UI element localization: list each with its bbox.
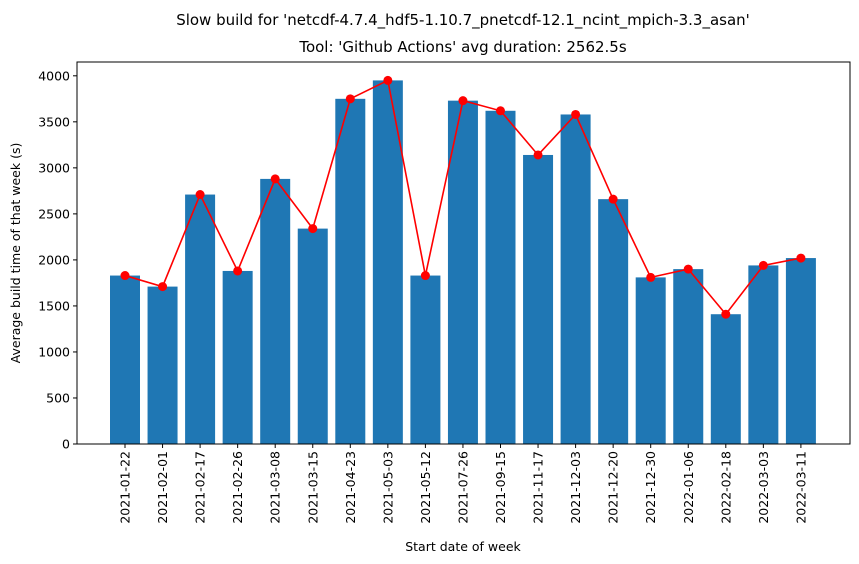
x-tick-label-2021-12-20: 2021-12-20 [606,451,621,524]
x-tick-label-2021-05-03: 2021-05-03 [380,451,395,524]
y-tick-label-4000: 4000 [38,68,70,83]
point-2022-01-06 [683,264,693,274]
x-tick-label-2022-02-18: 2022-02-18 [718,451,733,524]
x-tick-label-2021-03-15: 2021-03-15 [305,451,320,524]
y-tick-label-2500: 2500 [38,206,70,221]
x-tick-label-2021-01-22: 2021-01-22 [118,451,133,524]
y-tick-label-3500: 3500 [38,114,70,129]
x-axis-label: Start date of week [405,539,521,554]
bar-2021-02-17 [185,194,216,444]
y-tick-label-0: 0 [62,437,70,452]
bar-2021-04-23 [335,98,366,444]
bar-2021-09-15 [485,110,516,444]
bar-2021-05-12 [410,275,441,444]
bar-2021-11-17 [523,154,554,444]
chart-suptitle: Slow build for 'netcdf-4.7.4_hdf5-1.10.7… [176,11,750,30]
point-2021-01-22 [120,271,130,281]
point-2021-12-03 [571,109,581,119]
x-tick-label-2022-01-06: 2022-01-06 [681,451,696,524]
bars-group [110,80,816,445]
y-tick-label-1500: 1500 [38,298,70,313]
bar-2021-12-20 [598,199,629,444]
bar-2022-03-11 [785,258,816,444]
point-2021-02-01 [158,282,168,292]
point-2021-12-20 [608,194,618,204]
x-tick-label-2021-02-17: 2021-02-17 [193,451,208,524]
point-2021-05-12 [420,271,430,281]
bar-2022-01-06 [673,269,704,444]
y-axis-label: Average build time of that week (s) [8,143,23,364]
y-tick-label-1000: 1000 [38,344,70,359]
plot-frame [76,61,851,445]
x-tick-label-2021-05-12: 2021-05-12 [418,451,433,524]
bar-2021-07-26 [447,100,478,444]
bar-2022-02-18 [710,314,741,444]
point-2021-02-26 [233,266,243,276]
x-tick-label-2021-03-08: 2021-03-08 [268,451,283,524]
point-2021-03-15 [308,224,318,234]
bar-2021-02-26 [222,270,253,444]
x-tick-label-2021-07-26: 2021-07-26 [455,451,470,524]
bar-2022-03-03 [748,265,779,444]
bar-2021-01-22 [110,275,140,444]
x-tick-label-2021-09-15: 2021-09-15 [493,451,508,524]
y-tick-label-2000: 2000 [38,252,70,267]
point-2021-07-26 [458,96,468,106]
x-tick-label-2021-04-23: 2021-04-23 [343,451,358,524]
point-2021-05-03 [383,75,393,85]
x-tick-label-2022-03-03: 2022-03-03 [756,451,771,524]
point-2022-03-11 [796,253,806,263]
x-tick-label-2021-02-26: 2021-02-26 [230,451,245,524]
x-tick-label-2021-11-17: 2021-11-17 [531,451,546,524]
point-2022-03-03 [758,260,768,270]
x-axis: 2021-01-22 2021-02-01 2021-02-17 2021-02-26… [118,444,808,524]
x-tick-label-2021-02-01: 2021-02-01 [155,451,170,524]
y-axis: 0 500 1000 1500 2000 2500 3000 3500 4000 [38,68,77,452]
bar-2021-02-01 [147,286,178,444]
bar-2021-05-03 [372,80,403,444]
x-tick-label-2021-12-30: 2021-12-30 [643,451,658,524]
point-2021-03-08 [270,174,280,184]
point-2021-04-23 [345,94,355,104]
y-tick-label-3000: 3000 [38,160,70,175]
point-2021-11-17 [533,150,543,160]
bar-2021-12-03 [560,114,591,444]
chart-title: Tool: 'Github Actions' avg duration: 256… [298,38,627,56]
bar-2021-03-08 [260,178,291,445]
point-2021-09-15 [496,106,505,116]
point-2021-12-30 [646,272,656,282]
point-2021-02-17 [195,190,205,200]
bar-2021-12-30 [635,277,666,444]
point-2022-02-18 [721,309,731,319]
x-tick-label-2022-03-11: 2022-03-11 [793,451,808,524]
line-series-group [120,75,806,319]
bar-2021-03-15 [297,228,328,444]
x-tick-label-2021-12-03: 2021-12-03 [568,451,583,524]
y-tick-label-500: 500 [46,390,70,405]
